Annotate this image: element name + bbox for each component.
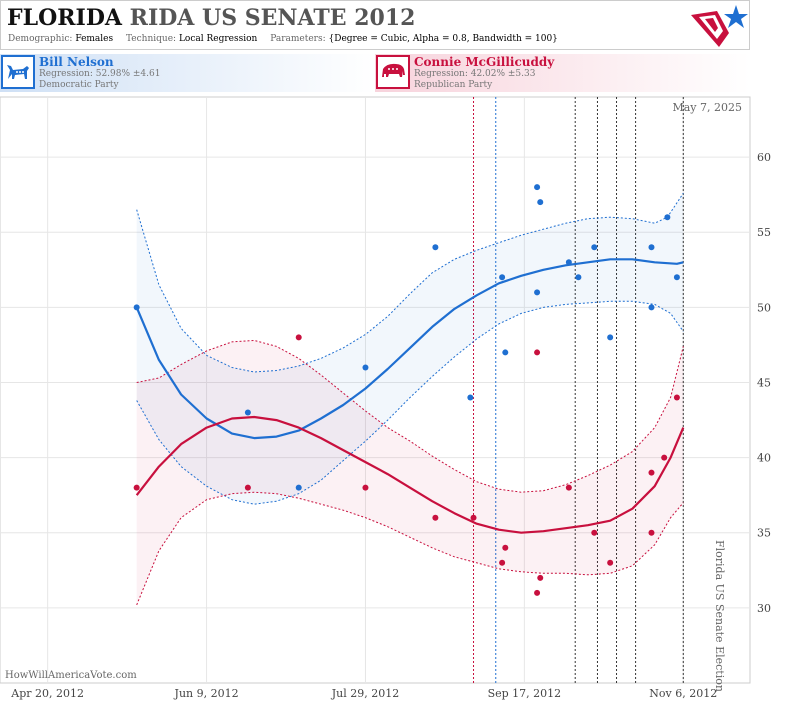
poll-point-dem xyxy=(502,349,509,356)
poll-point-dem xyxy=(133,304,140,311)
poll-point-dem xyxy=(565,259,572,266)
poll-point-dem xyxy=(534,184,541,191)
y-tick-label: 45 xyxy=(757,376,771,389)
poll-point-rep xyxy=(295,334,302,341)
poll-point-rep xyxy=(133,484,140,491)
upper-bound-rep xyxy=(136,339,684,493)
poll-point-dem xyxy=(607,334,614,341)
republican-elephant-icon xyxy=(376,55,410,89)
poll-point-rep xyxy=(499,559,506,566)
poll-point-dem xyxy=(575,274,582,281)
candidate-rep-party: Republican Party xyxy=(414,80,493,90)
candidate-rep-name: Connie McGillicuddy xyxy=(414,55,555,69)
candidate-dem-regression: Regression: 52.98% ±4.61 xyxy=(39,69,161,79)
poll-point-dem xyxy=(664,214,671,221)
chart-header: FLORIDA RIDA US SENATE 2012 Demographic:… xyxy=(0,0,750,50)
poll-point-rep xyxy=(502,544,509,551)
democrat-donkey-icon xyxy=(1,55,35,89)
watermark: HowWillAmericaVote.com xyxy=(5,670,137,681)
upper-bound-dem xyxy=(136,192,684,373)
lower-bound-dem xyxy=(136,300,684,505)
poll-point-dem xyxy=(362,364,369,371)
x-tick-label: Jul 29, 2012 xyxy=(331,687,400,700)
trend-line-rep xyxy=(135,415,685,534)
y-tick-label: 30 xyxy=(757,602,771,615)
candidate-rep-regression: Regression: 42.02% ±5.33 xyxy=(414,69,536,79)
poll-point-dem xyxy=(591,244,598,251)
poll-point-dem xyxy=(534,289,541,296)
param-value-parameters: {Degree = Cubic, Alpha = 0.8, Bandwidth … xyxy=(328,34,558,44)
plot-frame xyxy=(0,96,751,684)
candidate-dem-name: Bill Nelson xyxy=(39,55,114,69)
x-tick-label: Apr 20, 2012 xyxy=(10,687,84,700)
poll-point-dem xyxy=(537,199,544,206)
lower-bound-rep xyxy=(136,491,684,606)
date-label: May 7, 2025 xyxy=(672,101,742,114)
poll-point-dem xyxy=(432,244,439,251)
poll-point-rep xyxy=(565,484,572,491)
candidate-dem-party: Democratic Party xyxy=(39,80,119,90)
parameters-line: Demographic: Females Technique: Local Re… xyxy=(8,34,568,44)
poll-point-dem xyxy=(648,304,655,311)
poll-point-dem xyxy=(244,409,251,416)
poll-point-dem xyxy=(648,244,655,251)
poll-point-rep xyxy=(648,469,655,476)
candidate-rep-panel: Connie McGillicuddy Regression: 42.02% ±… xyxy=(375,54,750,92)
poll-point-dem xyxy=(673,274,680,281)
poll-point-rep xyxy=(673,394,680,401)
title-state: FLORIDA xyxy=(7,5,122,31)
poll-point-rep xyxy=(661,454,668,461)
poll-point-rep xyxy=(362,484,369,491)
page-title: FLORIDA RIDA US SENATE 2012 xyxy=(7,5,415,31)
poll-point-rep xyxy=(432,514,439,521)
star-logo-icon xyxy=(691,5,748,47)
poll-point-dem xyxy=(467,394,474,401)
y-tick-label: 50 xyxy=(757,301,771,314)
poll-point-rep xyxy=(244,484,251,491)
confidence-band-rep xyxy=(136,340,684,605)
poll-point-rep xyxy=(537,574,544,581)
poll-point-dem xyxy=(295,484,302,491)
y-tick-label: 55 xyxy=(757,226,771,239)
param-value-demographic: Females xyxy=(75,34,114,44)
poll-point-dem xyxy=(499,274,506,281)
y-tick-label: 40 xyxy=(757,452,771,465)
poll-point-rep xyxy=(534,349,541,356)
x-tick-label: Nov 6, 2012 xyxy=(649,687,717,700)
param-key-demographic: Demographic: xyxy=(8,34,73,44)
y-tick-label: 60 xyxy=(757,151,771,164)
x-tick-label: Jun 9, 2012 xyxy=(174,687,239,700)
x-tick-label: Sep 17, 2012 xyxy=(488,687,562,700)
param-key-technique: Technique: xyxy=(126,34,177,44)
election-vertical-label: Florida US Senate Election xyxy=(713,540,726,692)
candidate-dem-panel: Bill Nelson Regression: 52.98% ±4.61 Dem… xyxy=(0,54,375,92)
poll-point-rep xyxy=(607,559,614,566)
y-tick-label: 35 xyxy=(757,527,771,540)
param-key-parameters: Parameters: xyxy=(270,34,326,44)
trend-line-dem xyxy=(135,258,684,440)
poll-point-rep xyxy=(470,514,477,521)
param-value-technique: Local Regression xyxy=(178,34,258,44)
poll-point-rep xyxy=(648,529,655,536)
title-rest: RIDA US SENATE 2012 xyxy=(129,5,416,31)
poll-point-rep xyxy=(591,529,598,536)
poll-point-rep xyxy=(534,589,541,596)
